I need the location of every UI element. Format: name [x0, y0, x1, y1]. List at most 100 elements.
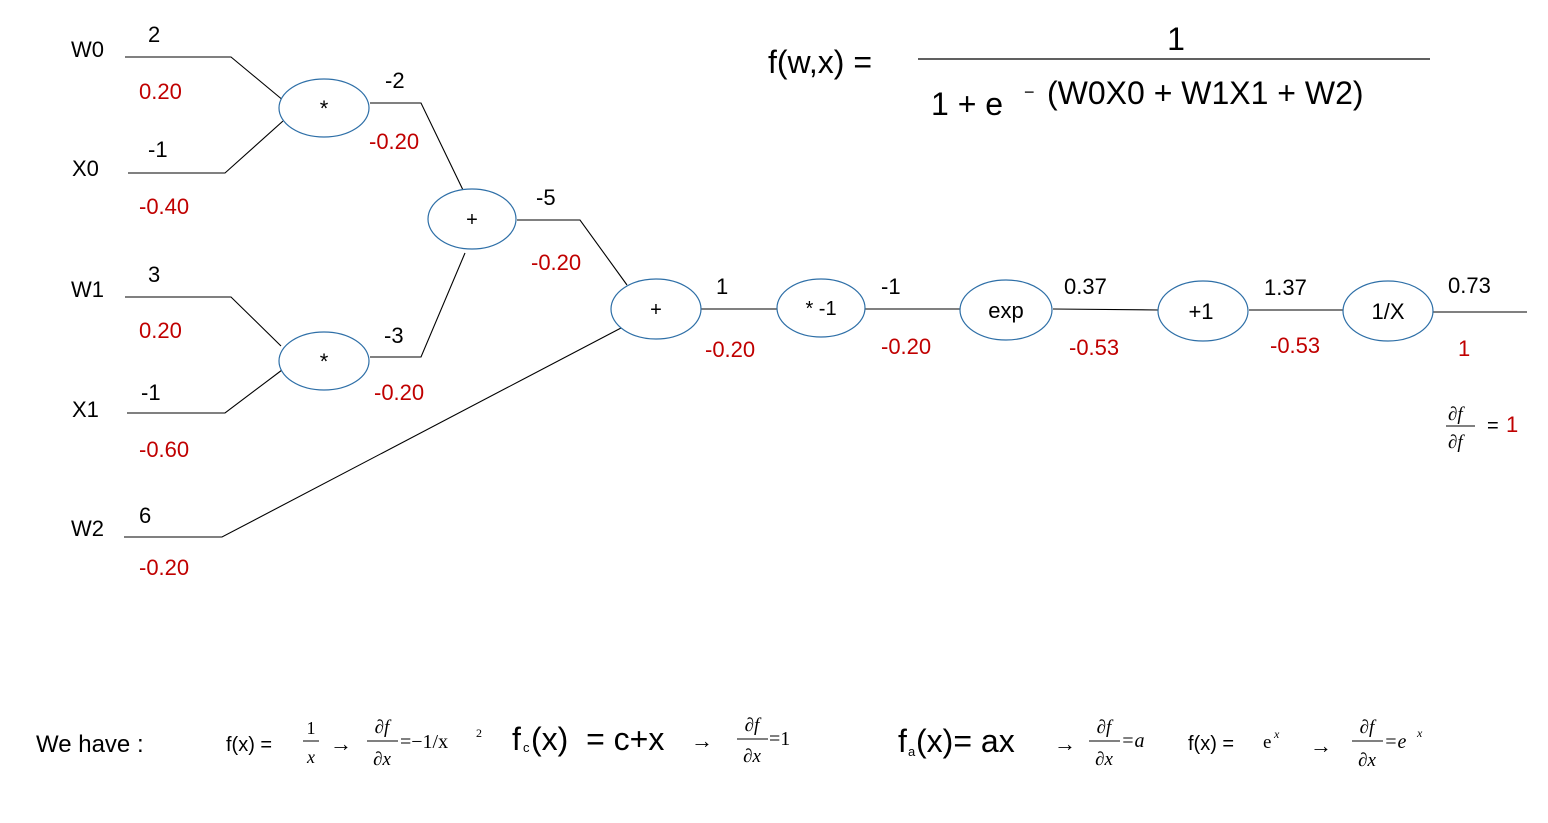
formula-numerator: 1	[1167, 21, 1185, 57]
input-w0-name: W0	[71, 37, 104, 62]
exp-out-value: 0.37	[1064, 274, 1107, 299]
edge-w1	[125, 296, 282, 347]
add0-out-value: -5	[536, 185, 556, 210]
input-w2-name: W2	[71, 516, 104, 541]
neg-out-value: -1	[881, 274, 901, 299]
node-neg-shape	[776, 278, 866, 338]
rule2-result: =1	[769, 728, 790, 750]
rule1-lhs: f(x) =	[226, 734, 272, 756]
input-x0: X0 -1 -0.40	[72, 137, 189, 219]
plus1-out-grad: -0.53	[1270, 333, 1320, 358]
input-x1-name: X1	[72, 397, 99, 422]
node-add1-label: +	[650, 299, 662, 321]
node-recip-shape	[1342, 280, 1434, 342]
edge-x0	[128, 120, 284, 174]
rule1-result-sup: 2	[476, 726, 482, 740]
node-recip: 1/X	[1342, 280, 1434, 342]
rule2-d-den: ∂x	[743, 746, 761, 767]
exp-out-grad: -0.53	[1069, 335, 1119, 360]
input-w2-grad: -0.20	[139, 555, 189, 580]
input-x0-name: X0	[72, 156, 99, 181]
rule2-f: f	[512, 721, 521, 757]
rule3-d-den: ∂x	[1095, 749, 1113, 770]
final-grad-denominator: ∂f	[1448, 432, 1465, 453]
node-add0-label: +	[466, 209, 478, 231]
rule1-d-num: ∂f	[375, 717, 392, 738]
rule3-f: f	[898, 723, 907, 759]
node-mul1: *	[278, 331, 370, 391]
edge-w2	[124, 327, 622, 538]
final-grad-value: 1	[1506, 412, 1518, 437]
rule1-frac-num: 1	[307, 718, 316, 738]
mul0-out-value: -2	[385, 68, 405, 93]
node-mul1-label: *	[320, 349, 329, 374]
edge-w0	[125, 56, 285, 102]
node-exp: exp	[959, 279, 1053, 341]
input-x0-value: -1	[148, 137, 168, 162]
rule1-frac-den: x	[306, 747, 315, 767]
rule4-result-sup: x	[1416, 726, 1423, 740]
add0-out-grad: -0.20	[531, 250, 581, 275]
node-add0: +	[427, 188, 517, 250]
rules-intro: We have :	[36, 731, 144, 758]
formula-lhs: f(w,x) =	[768, 44, 872, 80]
node-mul1-shape	[278, 331, 370, 391]
node-plus1: +1	[1157, 280, 1249, 342]
input-x1: X1 -1 -0.60	[72, 380, 189, 462]
neg-out-grad: -0.20	[881, 334, 931, 359]
input-w1: W1 3 0.20	[71, 262, 182, 343]
node-add0-shape	[427, 188, 517, 250]
node-recip-label: 1/X	[1371, 299, 1404, 324]
edge-add0-out	[517, 219, 628, 286]
rule2-d-num: ∂f	[745, 715, 762, 736]
edge-exp-out	[1052, 308, 1160, 311]
add1-out-grad: -0.20	[705, 337, 755, 362]
edge-labels: -2 -0.20 -3 -0.20 -5 -0.20 1 -0.20 -1 -0…	[369, 68, 1491, 405]
rule3-arrow: →	[1054, 731, 1076, 756]
node-mul0: *	[278, 78, 370, 138]
rule1-result: =−1/x	[400, 731, 448, 753]
rule4-d-den: ∂x	[1358, 750, 1376, 771]
node-neg-label: * -1	[805, 298, 836, 320]
rule1-arrow: →	[330, 731, 352, 756]
final-grad-numerator: ∂f	[1448, 404, 1465, 425]
node-add1-shape	[610, 278, 702, 340]
rule2-arrow: →	[691, 728, 713, 753]
formula-denominator-sup: −	[1024, 82, 1035, 102]
final-grad-equals: =	[1487, 415, 1499, 437]
rule4-base: e	[1263, 732, 1271, 753]
sigmoid-formula: f(w,x) = 1 1 + e − (W0X0 + W1X1 + W2)	[768, 21, 1430, 122]
mul0-out-grad: -0.20	[369, 129, 419, 154]
input-w1-name: W1	[71, 277, 104, 302]
rule-exponential: f(x) = e x → ∂f ∂x =e x	[1188, 717, 1423, 771]
input-w1-grad: 0.20	[139, 318, 182, 343]
add1-out-value: 1	[716, 274, 728, 299]
recip-out-grad: 1	[1458, 336, 1470, 361]
node-mul0-shape	[278, 78, 370, 138]
rule-constant-add: f c (x) = c+x → ∂f ∂x =1	[512, 715, 790, 767]
rule1-d-den: ∂x	[373, 749, 391, 770]
rule-scalar-mult: f a (x)= ax → ∂f ∂x =a	[898, 717, 1145, 770]
rule4-result: =e	[1384, 731, 1406, 753]
node-exp-shape	[959, 279, 1053, 341]
rule3-result: =a	[1121, 730, 1145, 752]
plus1-out-value: 1.37	[1264, 275, 1307, 300]
recip-out-value: 0.73	[1448, 273, 1491, 298]
node-plus1-label: +1	[1188, 299, 1213, 324]
edge-mul0-out	[370, 102, 464, 191]
rule3-lhs-rest: (x)= ax	[916, 723, 1015, 759]
input-x1-value: -1	[141, 380, 161, 405]
node-add1: +	[610, 278, 702, 340]
node-plus1-shape	[1157, 280, 1249, 342]
rule-reciprocal: f(x) = 1 x → ∂f ∂x =−1/x 2	[226, 717, 482, 770]
edge-mul1-out	[370, 252, 466, 358]
rule3-sub: a	[908, 744, 916, 759]
rule2-sub: c	[523, 740, 530, 755]
input-w2: W2 6 -0.20	[71, 503, 189, 580]
final-gradient: ∂f ∂f = 1	[1446, 404, 1518, 453]
rule4-d-num: ∂f	[1360, 717, 1377, 738]
input-w0-value: 2	[148, 22, 160, 47]
rule3-d-num: ∂f	[1097, 717, 1114, 738]
